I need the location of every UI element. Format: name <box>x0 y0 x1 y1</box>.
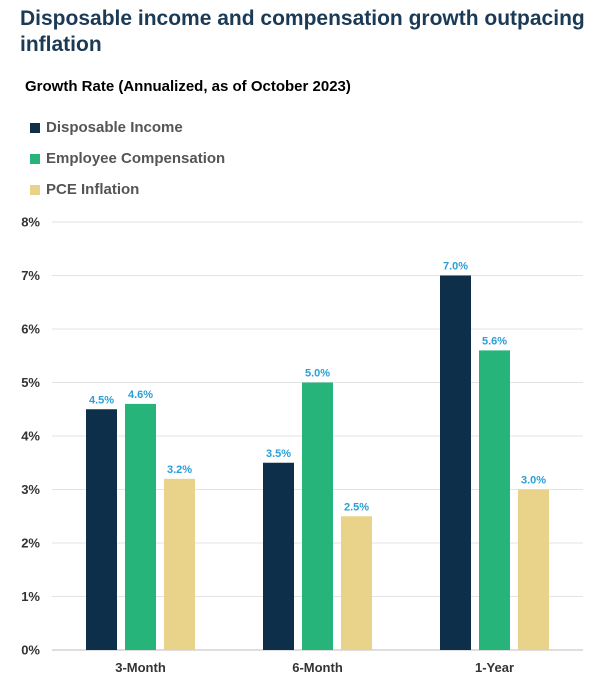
bar <box>518 489 549 650</box>
legend-item-pce-inflation: PCE Inflation <box>30 174 225 205</box>
legend-label-pce-inflation: PCE Inflation <box>46 181 140 198</box>
bar <box>164 478 195 650</box>
legend-swatch-employee-compensation <box>30 153 40 164</box>
y-tick-label: 5% <box>21 375 40 390</box>
data-label: 4.5% <box>89 394 114 406</box>
y-tick-label: 2% <box>21 536 40 551</box>
data-label: 3.0% <box>521 475 546 487</box>
bar <box>440 275 471 650</box>
data-label: 5.6% <box>482 335 507 347</box>
x-category-label: 6-Month <box>292 660 343 675</box>
data-label: 3.5% <box>266 448 291 460</box>
legend-label-employee-compensation: Employee Compensation <box>46 150 226 167</box>
chart-subtitle: Growth Rate (Annualized, as of October 2… <box>25 78 351 95</box>
legend-swatch-disposable-income <box>30 122 40 133</box>
data-label: 4.6% <box>128 389 153 401</box>
y-tick-label: 3% <box>21 482 40 497</box>
y-tick-label: 4% <box>21 429 40 444</box>
bar <box>263 462 294 650</box>
legend-item-disposable-income: Disposable Income <box>30 112 225 143</box>
chart-title: Disposable income and compensation growt… <box>20 7 585 56</box>
y-tick-label: 6% <box>21 322 40 337</box>
y-tick-label: 0% <box>21 643 40 658</box>
bar <box>479 350 510 650</box>
data-label: 7.0% <box>443 261 468 273</box>
data-label: 2.5% <box>344 501 369 513</box>
data-label: 3.2% <box>167 464 192 476</box>
data-label: 5.0% <box>305 368 330 380</box>
bar <box>341 516 372 650</box>
bar <box>302 382 333 650</box>
y-tick-label: 1% <box>21 589 40 604</box>
bar <box>86 409 117 650</box>
legend: Disposable Income Employee Compensation … <box>30 112 225 205</box>
legend-label-disposable-income: Disposable Income <box>46 119 183 136</box>
legend-item-employee-compensation: Employee Compensation <box>30 143 225 174</box>
y-tick-label: 8% <box>21 215 40 230</box>
x-category-label: 1-Year <box>475 660 514 675</box>
bar <box>125 403 156 650</box>
y-tick-label: 7% <box>21 268 40 283</box>
x-category-label: 3-Month <box>115 660 166 675</box>
legend-swatch-pce-inflation <box>30 184 40 195</box>
